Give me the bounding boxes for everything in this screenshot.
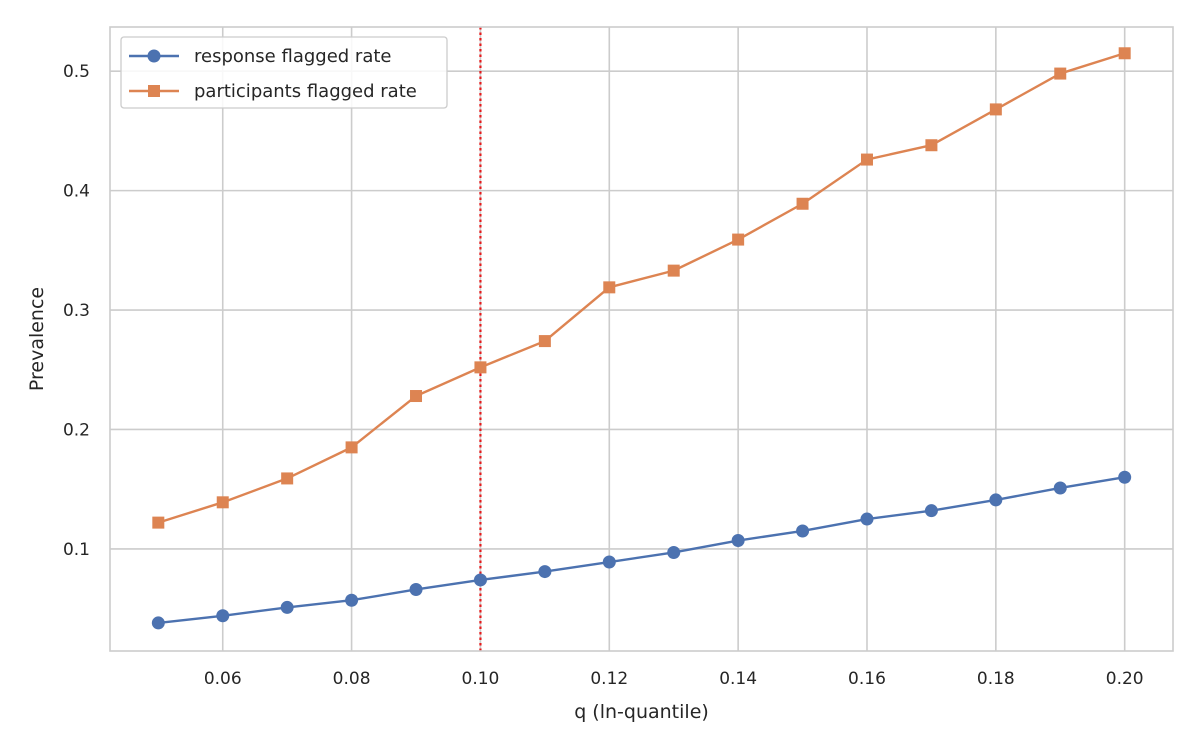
y-tick-label: 0.2	[63, 420, 90, 440]
plot-frame	[109, 26, 1174, 652]
legend-label: response flagged rate	[194, 46, 391, 67]
data-point	[281, 472, 294, 485]
data-point	[345, 593, 359, 607]
x-tick-label: 0.16	[848, 669, 886, 689]
legend-marker	[147, 49, 161, 63]
data-point	[410, 390, 423, 403]
x-axis-ticks: 0.06 0.08 0.10 0.12 0.14 0.16 0.18 0.20	[204, 669, 1144, 689]
x-tick-label: 0.12	[590, 669, 628, 689]
x-tick-label: 0.08	[333, 669, 371, 689]
data-point	[474, 361, 487, 374]
legend-entry: participants flagged rate	[129, 81, 417, 102]
data-point	[151, 616, 165, 630]
x-tick-label: 0.06	[204, 669, 242, 689]
series-1	[151, 470, 1132, 630]
data-point	[731, 534, 745, 548]
data-point	[1054, 67, 1067, 80]
data-point	[667, 545, 681, 559]
data-point	[796, 524, 810, 538]
data-point	[925, 139, 938, 152]
series-line	[158, 476, 1125, 625]
data-point	[1053, 481, 1067, 495]
data-point	[796, 197, 809, 210]
data-point	[216, 609, 230, 623]
data-point	[538, 565, 552, 579]
data-point	[1118, 470, 1132, 484]
data-point	[732, 233, 745, 246]
y-tick-label: 0.5	[63, 62, 90, 82]
x-tick-label: 0.20	[1106, 669, 1144, 689]
data-point	[1118, 47, 1131, 60]
data-point	[860, 153, 873, 166]
legend-box	[120, 36, 448, 109]
series-line	[157, 52, 1126, 524]
data-point	[667, 264, 680, 277]
legend-entry: response flagged rate	[129, 46, 391, 67]
y-tick-label: 0.3	[63, 301, 90, 321]
data-point	[345, 441, 358, 454]
x-tick-label: 0.10	[462, 669, 500, 689]
data-point	[602, 555, 616, 569]
legend-label: participants flagged rate	[194, 81, 417, 102]
y-axis-label: Prevalence	[26, 287, 48, 391]
data-point	[860, 512, 874, 526]
x-axis-label: q (ln-quantile)	[574, 701, 709, 723]
data-point	[280, 600, 294, 614]
data-point	[603, 281, 616, 294]
grid-lines	[110, 27, 1173, 651]
data-point	[989, 493, 1003, 507]
data-point	[473, 573, 487, 587]
data-point	[409, 582, 423, 596]
x-tick-label: 0.14	[719, 669, 757, 689]
series-2	[152, 47, 1131, 529]
y-axis-ticks: 0.1 0.2 0.3 0.4 0.5	[63, 62, 90, 560]
data-point	[538, 335, 551, 348]
y-tick-label: 0.1	[63, 540, 90, 560]
legend-marker	[148, 85, 160, 97]
legend: response flagged rate participants flagge…	[120, 36, 448, 109]
data-point	[152, 516, 165, 529]
data-point	[216, 496, 229, 509]
x-tick-label: 0.18	[977, 669, 1015, 689]
series-layer	[151, 47, 1132, 630]
y-tick-label: 0.4	[63, 182, 90, 202]
data-point	[924, 504, 938, 518]
data-point	[989, 103, 1002, 116]
